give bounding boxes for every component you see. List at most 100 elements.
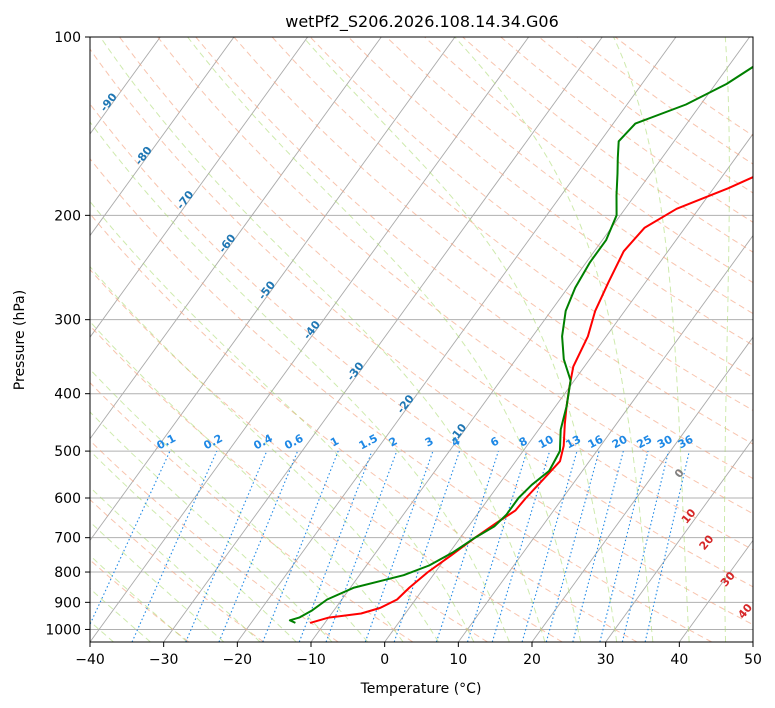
moist-adiabat	[187, 37, 582, 642]
mixing-ratio-label: 0.4	[251, 432, 275, 453]
y-tick-label: 1000	[45, 622, 81, 638]
isotherm-line	[678, 539, 753, 642]
x-tick-label: 0	[380, 652, 389, 668]
dry-adiabat	[424, 37, 753, 284]
mixing-ratio-label: 10	[536, 433, 556, 452]
mixing-ratio-line	[644, 450, 690, 642]
isotherm-line	[752, 641, 753, 642]
dry-adiabat	[538, 37, 753, 194]
isotherm-line	[90, 37, 308, 338]
dry-adiabat	[233, 37, 753, 445]
moist-adiabat	[90, 486, 261, 642]
dry-adiabat	[119, 37, 753, 551]
isotherm-line	[531, 336, 753, 642]
mixing-ratio-label: 13	[564, 433, 584, 452]
y-tick-label: 800	[54, 565, 81, 581]
dry-adiabat	[90, 268, 563, 642]
mixing-ratio-line	[466, 450, 528, 642]
x-tick-label: −30	[149, 652, 179, 668]
mixing-ratio-line	[572, 450, 624, 642]
moist-adiabat	[90, 521, 225, 642]
mixing-ratio-line	[90, 450, 171, 626]
mixing-ratio-line	[218, 450, 299, 642]
isotherm-label: -80	[132, 144, 155, 168]
isotherm-line	[163, 37, 603, 642]
isotherm-line	[90, 37, 382, 440]
dry-adiabat	[157, 37, 753, 515]
mixing-ratio-label: 30	[655, 432, 675, 451]
isotherm-line	[0, 37, 13, 642]
y-tick-label: 500	[54, 444, 81, 460]
dry-adiabat	[90, 213, 638, 642]
isotherm-line	[90, 37, 456, 542]
mixing-ratio-line	[491, 450, 551, 642]
y-tick-label: 300	[54, 313, 81, 329]
mixing-ratio-line	[131, 450, 218, 642]
isotherm-line	[384, 133, 753, 642]
mixing-ratio-label: 0.6	[282, 432, 306, 453]
mixing-ratio-line	[185, 450, 268, 642]
moist-adiabat	[90, 450, 297, 642]
mixing-ratio-line	[545, 450, 600, 642]
dry-adiabat	[500, 37, 753, 223]
moist-adiabat-label: 0	[672, 466, 687, 480]
moist-adiabat	[90, 121, 510, 642]
mixing-ratio-line	[521, 450, 578, 642]
y-tick-label: 600	[54, 491, 81, 507]
x-tick-label: 40	[670, 652, 688, 668]
isotherm-label: -30	[344, 359, 367, 383]
moist-adiabat	[724, 37, 730, 642]
isotherm-label: -40	[301, 318, 324, 342]
moist-adiabat	[90, 554, 188, 642]
moist-adiabat-label: 40	[735, 601, 755, 621]
dry-adiabat	[90, 498, 264, 642]
moist-adiabat	[99, 37, 546, 642]
mixing-ratio-label: 3	[423, 434, 436, 449]
mixing-ratio-line	[599, 450, 649, 642]
x-tick-label: −10	[296, 652, 326, 668]
dewpoint-line	[288, 65, 753, 624]
isotherm-line	[90, 37, 529, 642]
dry-adiabat	[271, 37, 753, 412]
x-tick-label: 30	[597, 652, 615, 668]
y-tick-label: 400	[54, 387, 81, 403]
y-tick-label: 100	[54, 30, 81, 46]
label-layer: 0.1 0.2 0.4 0.6 1 1.5 2 3 4 6 8 10 13 16 20 25 30 36-90-8…	[97, 90, 755, 621]
mixing-ratio-label: 1.5	[357, 432, 380, 453]
moist-adiabat	[613, 37, 690, 642]
moist-adiabat-label: 20	[697, 532, 717, 552]
moist-adiabat	[90, 265, 439, 642]
chart-title: wetPf2_S206.2026.108.14.34.G06	[285, 12, 559, 32]
y-tick-label: 700	[54, 531, 81, 547]
y-tick-label: 900	[54, 595, 81, 611]
isotherm-line	[605, 438, 753, 642]
x-axis-label: Temperature (°C)	[360, 681, 482, 697]
mixing-ratio-line	[621, 450, 670, 642]
mixing-ratio-label: 16	[586, 433, 606, 452]
moist-adiabat	[90, 320, 404, 642]
tick-layer: −40 −30 −20 −10 0 10 20 30 40 5010020030040050060…	[45, 30, 762, 668]
mixing-ratio-label: 0.2	[201, 432, 224, 453]
isotherm-line	[236, 37, 677, 642]
dry-adiabat	[90, 382, 414, 642]
x-tick-label: −20	[223, 652, 253, 668]
x-tick-label: 20	[523, 652, 541, 668]
dry-adiabat	[90, 324, 488, 642]
moist-adiabat	[454, 37, 654, 642]
isotherm-label: -50	[256, 278, 279, 302]
y-tick-label: 200	[54, 208, 81, 224]
mixing-ratio-label: 25	[635, 433, 655, 452]
moist-adiabat	[90, 200, 475, 642]
dry-adiabat	[90, 48, 753, 588]
x-tick-label: −40	[75, 652, 105, 668]
mixing-ratio-label: 2	[387, 434, 400, 449]
plot-frame	[89, 36, 754, 643]
grid-layer	[0, 37, 753, 642]
dry-adiabat	[90, 103, 753, 626]
mixing-ratio-line	[364, 450, 434, 642]
isotherm-label: -20	[394, 392, 417, 416]
mixing-ratio-label: 20	[610, 432, 630, 451]
isotherm-line	[90, 37, 235, 237]
mixing-ratio-line	[262, 450, 339, 642]
